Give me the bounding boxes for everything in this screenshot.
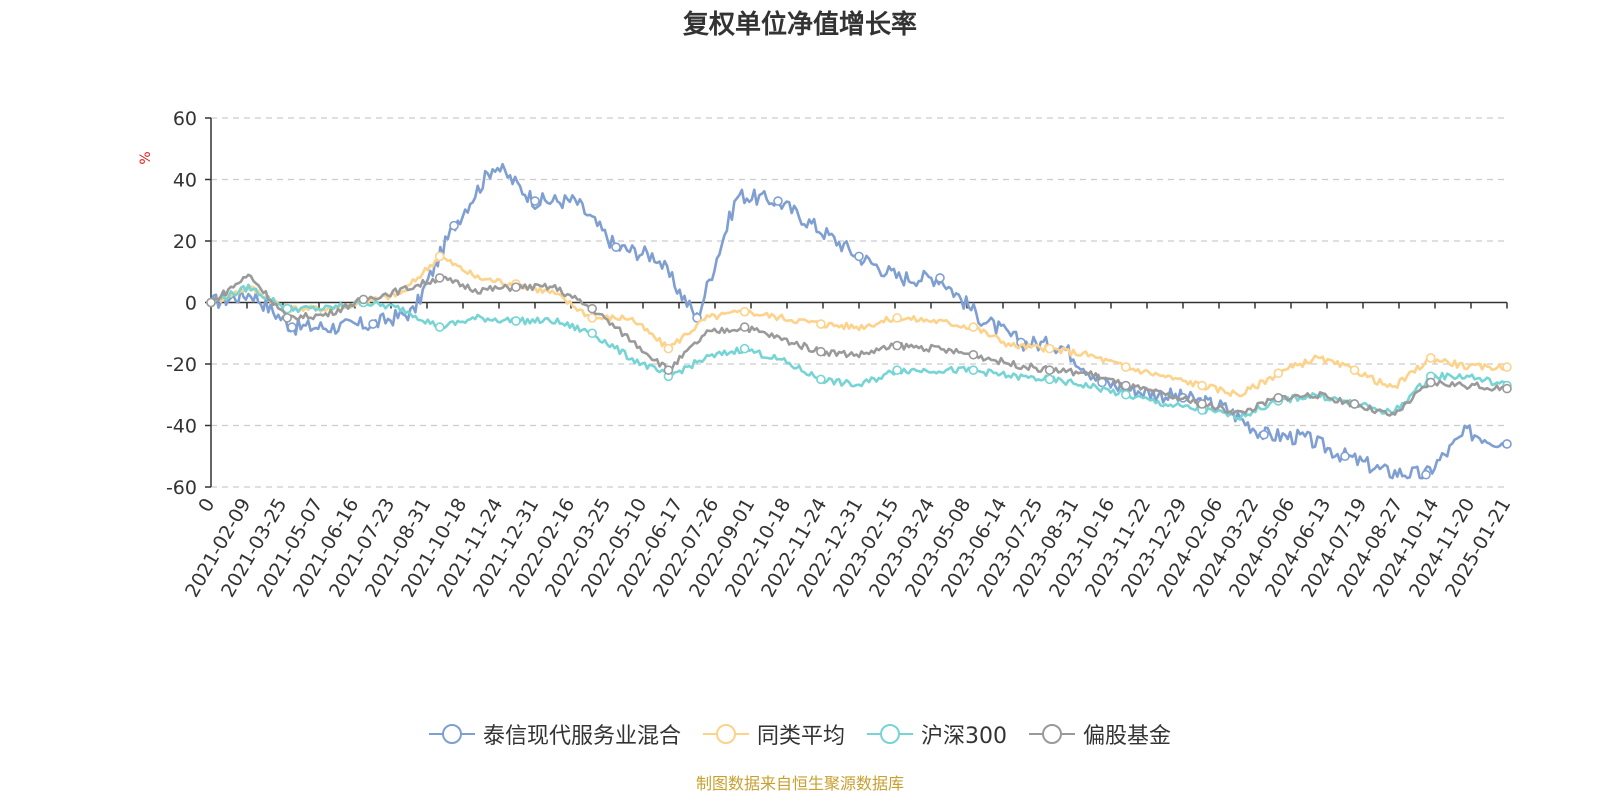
legend-label: 泰信现代服务业混合 [482, 724, 681, 749]
data-point [1121, 380, 1131, 391]
series-2 [206, 251, 1512, 398]
data-point [1197, 380, 1207, 391]
legend-item-1[interactable]: 泰信现代服务业混合 [428, 718, 681, 750]
data-point [892, 365, 902, 375]
data-point [587, 328, 597, 339]
data-point [854, 251, 864, 262]
chart-title: 复权单位净值增长率 [682, 10, 917, 40]
series-line [210, 273, 1508, 417]
legend-circle-icon [428, 724, 475, 744]
legend-circle-icon [702, 724, 749, 744]
data-point [739, 322, 750, 332]
data-point [282, 313, 293, 323]
data-point [1340, 451, 1350, 462]
data-point [449, 220, 459, 231]
y-tick-label: 60 [173, 108, 197, 130]
legend-circle-icon [867, 724, 913, 744]
data-point [1044, 365, 1055, 375]
data-point [287, 322, 297, 332]
data-point [434, 322, 445, 332]
y-tick-label: 20 [173, 231, 197, 253]
series-4 [206, 273, 1512, 417]
data-point [511, 282, 521, 292]
data-point [892, 313, 902, 323]
data-point [968, 349, 979, 360]
data-point [206, 297, 216, 308]
data-point [935, 273, 945, 283]
data-point [1273, 368, 1284, 379]
data-point [1425, 377, 1436, 388]
data-point [434, 273, 445, 283]
chart-plot: 6040200-20-40-60%02021-02-092021-03-2520… [138, 108, 1515, 601]
series-layer [206, 162, 1512, 480]
data-point [1349, 399, 1360, 409]
data-point [587, 303, 597, 314]
data-point [1502, 362, 1512, 372]
legend-label: 偏股基金 [1083, 724, 1172, 749]
y-tick-label: 0 [185, 293, 197, 315]
data-point [773, 196, 783, 206]
legend-item-2[interactable]: 同类平均 [702, 718, 845, 750]
data-point [611, 242, 621, 252]
data-point [358, 294, 369, 305]
data-point [739, 306, 750, 317]
data-point [1044, 374, 1055, 385]
data-point [1273, 393, 1284, 403]
data-point [1502, 439, 1512, 449]
data-point [511, 316, 521, 326]
data-point [434, 251, 445, 262]
data-point [1425, 353, 1436, 363]
legend-circle-icon [1029, 724, 1075, 744]
legend-label: 沪深300 [921, 724, 1007, 749]
y-tick-label: -40 [166, 416, 197, 438]
data-point [816, 319, 826, 329]
legend-item-4[interactable]: 偏股基金 [1029, 718, 1171, 750]
data-point [892, 340, 902, 351]
series-1 [206, 162, 1512, 480]
y-tick-label: -20 [166, 354, 197, 376]
data-point [739, 343, 750, 354]
data-point [1259, 429, 1269, 440]
y-axis-unit: % [138, 151, 154, 164]
data-point [968, 322, 979, 332]
legend: 泰信现代服务业混合 同类平均 沪深300 偏股基金 [0, 718, 1600, 750]
data-point [1197, 399, 1207, 409]
data-point [1044, 343, 1055, 354]
data-point [1121, 362, 1131, 372]
legend-label: 同类平均 [756, 724, 845, 749]
data-point [816, 374, 826, 385]
axis-layer: 6040200-20-40-60%02021-02-092021-03-2520… [138, 108, 1515, 601]
data-point [968, 365, 979, 375]
y-tick-label: 40 [173, 170, 197, 192]
data-point [663, 365, 674, 375]
data-point [368, 319, 378, 329]
data-point [1502, 383, 1512, 394]
data-point [663, 343, 674, 354]
data-point [282, 303, 293, 314]
data-point [530, 196, 540, 206]
y-tick-label: -60 [166, 477, 197, 499]
x-tick-label: 0 [194, 495, 219, 516]
data-point [1349, 365, 1360, 375]
data-point [587, 313, 597, 323]
source-note: 制图数据来自恒生聚源数据库 [695, 774, 904, 793]
data-point [816, 346, 826, 357]
series-line [210, 255, 1508, 398]
data-point [1421, 469, 1431, 480]
data-point [1121, 389, 1131, 400]
legend-item-3[interactable]: 沪深300 [867, 718, 1007, 750]
series-line [209, 162, 1508, 480]
grid-layer [211, 117, 1507, 488]
data-point [692, 313, 702, 323]
